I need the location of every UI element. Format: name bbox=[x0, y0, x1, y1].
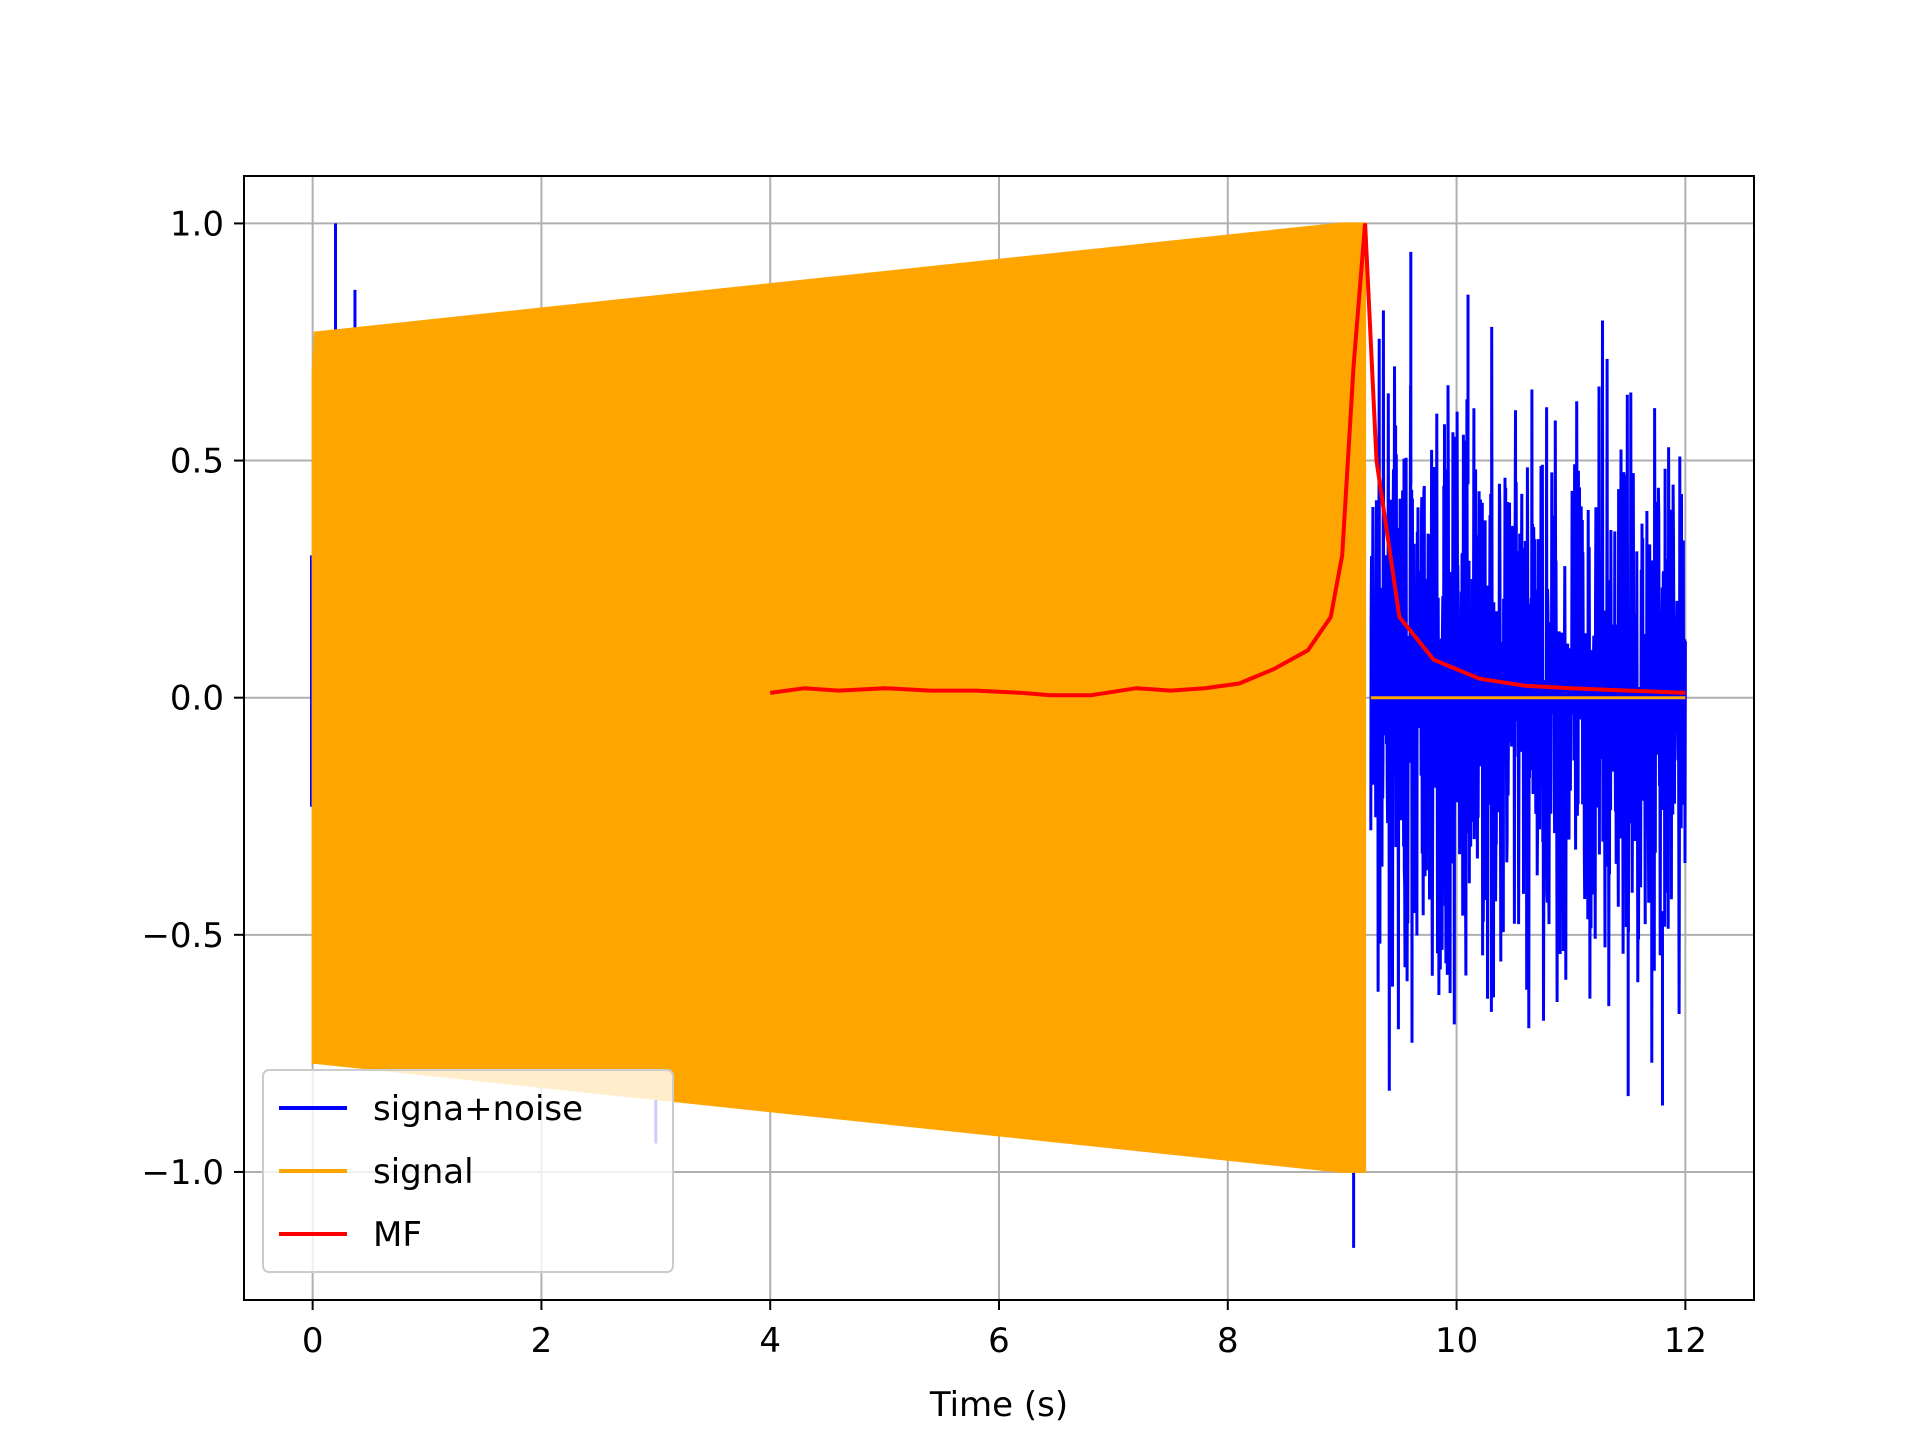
x-tick-label: 10 bbox=[1435, 1321, 1478, 1361]
legend-label: signal bbox=[373, 1152, 474, 1192]
legend: signa+noise signal MF bbox=[262, 1069, 674, 1273]
mf-line bbox=[769, 223, 1686, 698]
x-axis-label: Time (s) bbox=[929, 1385, 1068, 1425]
x-tick-label: 12 bbox=[1664, 1321, 1707, 1361]
x-tick-label: 2 bbox=[531, 1321, 553, 1361]
signal-noise-trace bbox=[1369, 310, 1687, 1091]
y-tick-label: 0.0 bbox=[170, 679, 224, 719]
y-tick-label: 0.5 bbox=[170, 442, 224, 482]
signal-envelope bbox=[311, 222, 1367, 1173]
x-tick-label: 6 bbox=[988, 1321, 1010, 1361]
plot-series bbox=[309, 222, 1687, 1248]
legend-box bbox=[262, 1069, 674, 1273]
y-tick-label: −1.0 bbox=[141, 1153, 224, 1193]
legend-label: signa+noise bbox=[373, 1089, 583, 1129]
x-tick-label: 0 bbox=[302, 1321, 324, 1361]
x-tick-label: 8 bbox=[1217, 1321, 1239, 1361]
x-tick-label: 4 bbox=[759, 1321, 781, 1361]
axis-ticks: 0 2 4 6 8 10 12 1.0 0.5 0.0 −0.5 −1.0 bbox=[141, 204, 1707, 1361]
y-tick-label: 1.0 bbox=[170, 204, 224, 244]
legend-label: MF bbox=[373, 1215, 422, 1255]
y-tick-label: −0.5 bbox=[141, 916, 224, 956]
